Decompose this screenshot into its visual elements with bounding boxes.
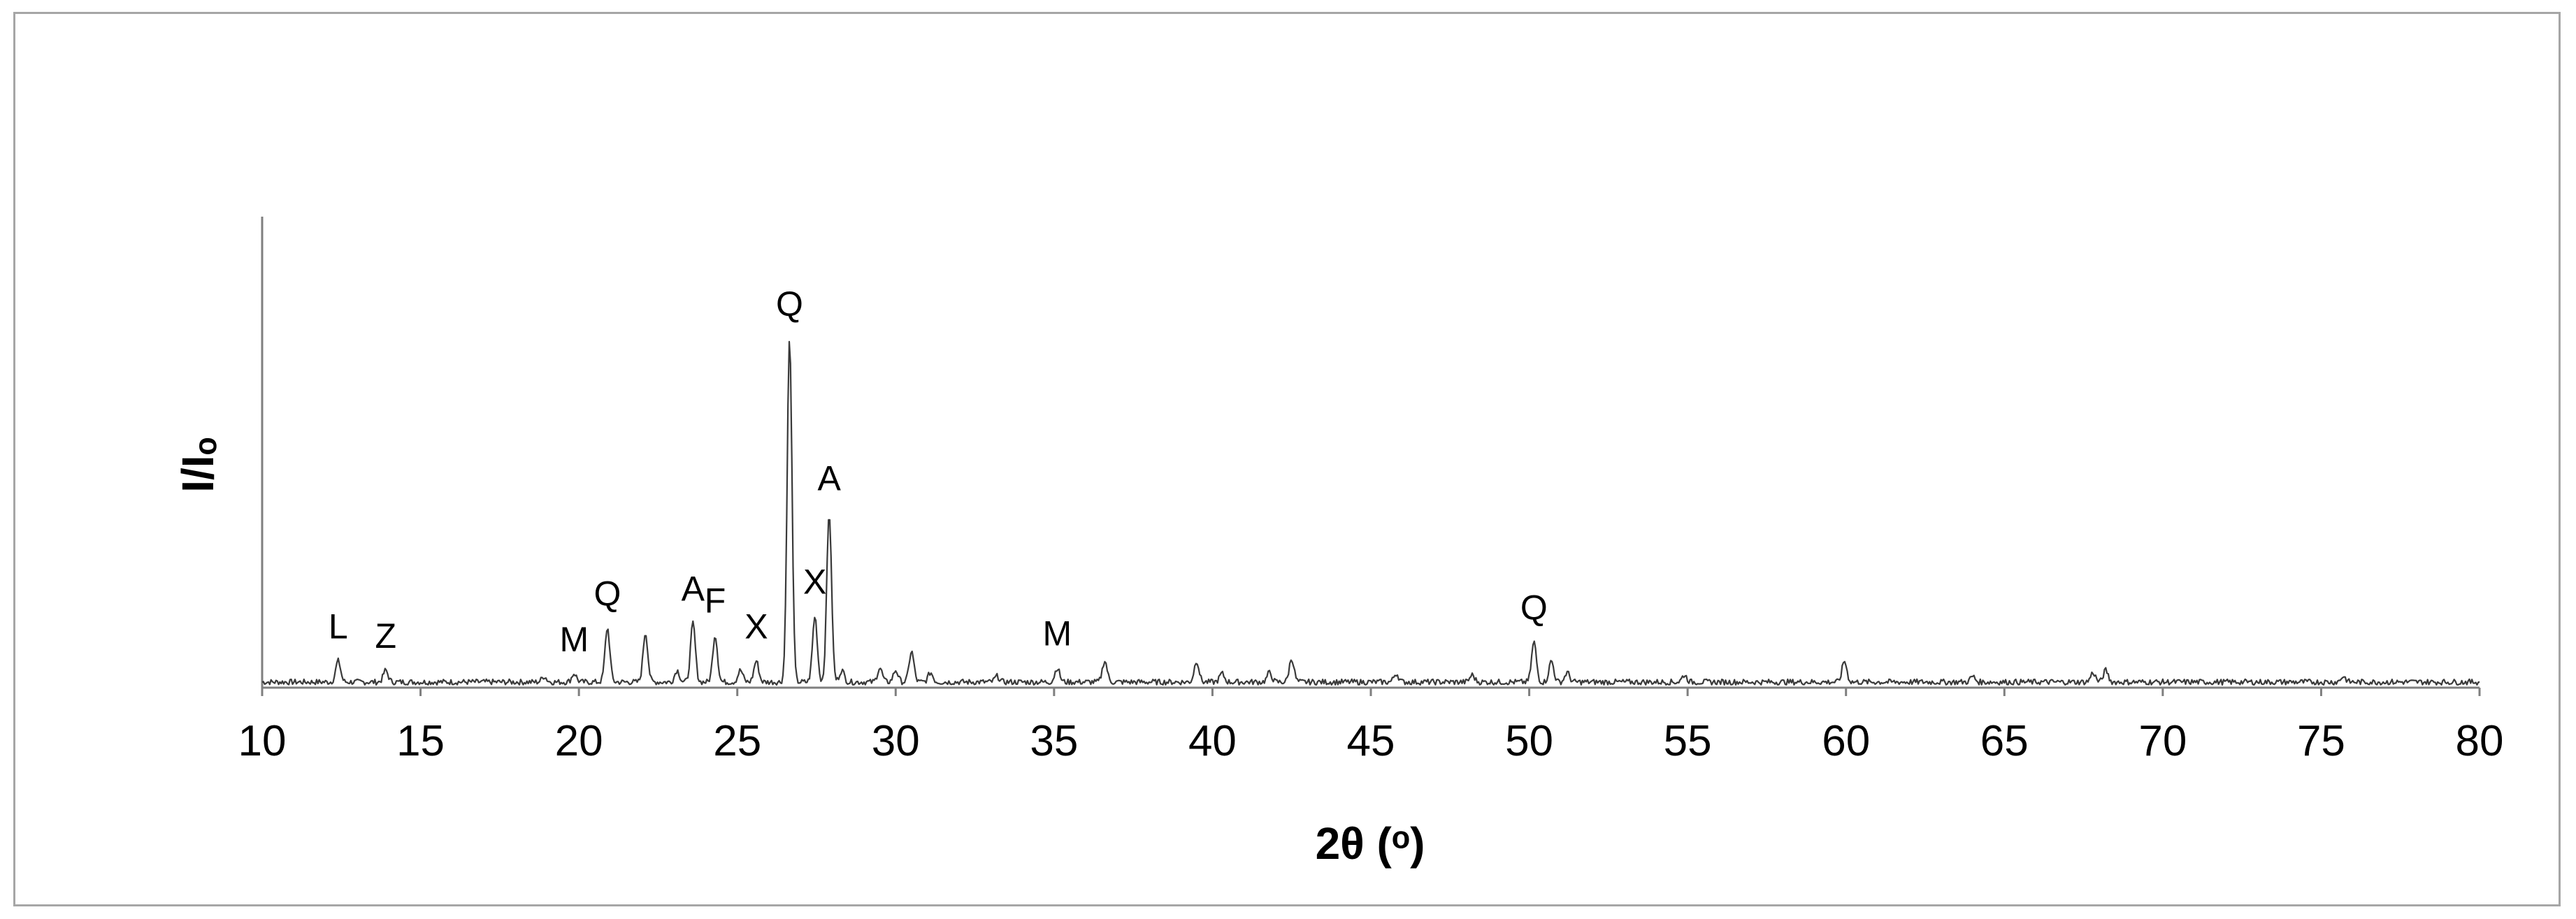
peak-label: X [803, 563, 826, 602]
x-tick-label: 75 [2297, 717, 2345, 765]
x-tick-label: 55 [1664, 717, 1712, 765]
x-tick-label: 70 [2138, 717, 2187, 765]
peak-label: Q [776, 284, 803, 324]
peak-label: F [705, 581, 726, 621]
peak-label: A [682, 570, 705, 609]
peak-label: X [744, 607, 768, 646]
x-tick-label: 35 [1030, 717, 1078, 765]
y-axis-title: I/Iₒ [173, 437, 223, 493]
x-tick-label: 25 [713, 717, 761, 765]
x-tick-label: 60 [1822, 717, 1870, 765]
x-axis-tick-labels: 10 15 20 25 30 35 40 45 50 55 60 65 70 75 80 [238, 717, 2504, 765]
x-tick-label: 45 [1347, 717, 1395, 765]
peak-label: M [560, 620, 589, 659]
x-axis-ticks [261, 688, 2481, 696]
peak-label: Z [375, 616, 396, 656]
peak-label: A [817, 458, 841, 498]
x-tick-label: 50 [1505, 717, 1553, 765]
x-tick-label: 65 [1980, 717, 2029, 765]
diffraction-pattern-line [261, 340, 2480, 686]
x-tick-label: 80 [2456, 717, 2504, 765]
x-tick-label: 20 [555, 717, 603, 765]
peak-label: M [1043, 614, 1072, 653]
x-axis-title: 2θ (ᵒ) [1316, 818, 1425, 869]
x-tick-label: 30 [872, 717, 920, 765]
xrd-chart: 10 15 20 25 30 35 40 45 50 55 60 65 70 75 80 L Z MQ A FXQX… [173, 217, 2504, 869]
x-tick-label: 10 [238, 717, 287, 765]
peak-label: Q [1520, 588, 1548, 628]
peak-label: Q [593, 574, 621, 613]
x-tick-label: 40 [1188, 717, 1237, 765]
peak-label: L [329, 607, 348, 646]
x-tick-label: 15 [396, 717, 445, 765]
